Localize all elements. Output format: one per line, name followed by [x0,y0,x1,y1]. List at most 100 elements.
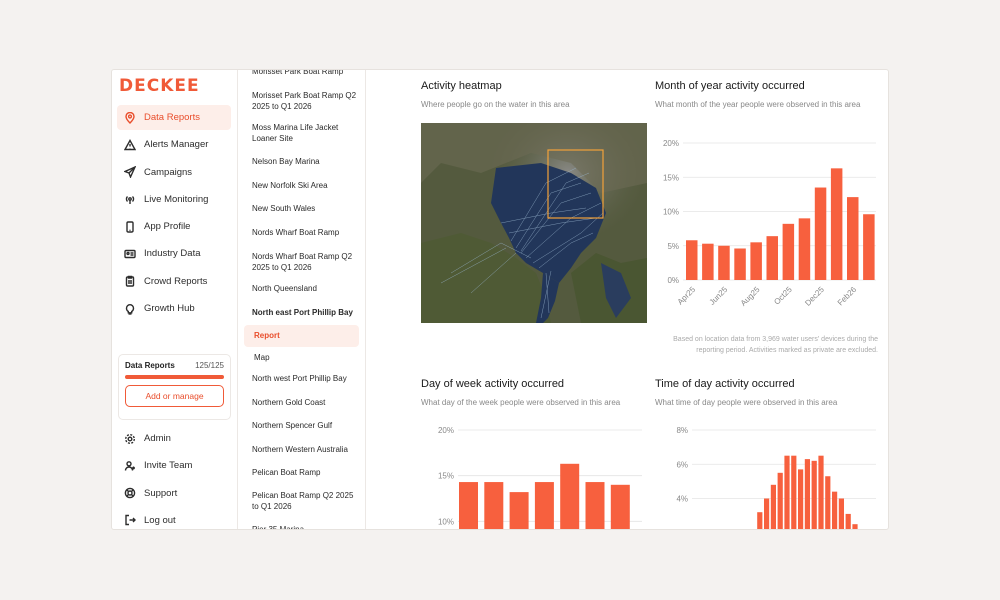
location-list-item[interactable]: Northern Spencer Gulf [252,421,333,430]
location-list-item[interactable]: Nords Wharf Boat Ramp [252,228,340,237]
quota-progress-bar [125,375,224,379]
deckee-logo[interactable]: DECKEE [119,76,200,96]
add-or-manage-button[interactable]: Add or manage [125,385,224,407]
nav-item-label: Live Monitoring [144,193,209,205]
location-list-item[interactable]: New South Wales [252,204,316,213]
month-bar-Aug25 [750,242,762,280]
nav-item-support[interactable]: Support [117,481,231,506]
location-list-item[interactable]: Pelican Boat Ramp [252,468,321,477]
time-bar-10 [764,498,770,529]
month-y-tick-label: 10% [663,208,679,217]
month-bar-Mar26 [863,214,875,280]
time-bar-12 [777,472,783,529]
location-subitem-report[interactable]: Report [244,325,359,347]
time-y-tick-label: 6% [676,460,688,469]
map-pin-icon [124,111,136,124]
nav-item-campaigns[interactable]: Campaigns [117,160,231,185]
lightbulb-icon [124,303,136,315]
location-list-item[interactable]: New Norfolk Ski Area [252,181,328,190]
week-bar-Thu [534,482,554,529]
heatmap-satellite-image [421,123,647,323]
nav-item-live-monitoring[interactable]: Live Monitoring [117,187,231,212]
nav-item-label: Support [144,487,178,499]
month-y-tick-label: 20% [663,139,679,148]
time-y-tick-label: 8% [676,426,688,435]
month-chart-title: Month of year activity occurred [655,80,805,92]
nav-item-label: Industry Data [144,248,201,260]
week-y-tick-label: 20% [438,426,454,435]
location-list-item[interactable]: Nords Wharf Boat Ramp Q2 2025 to Q1 2026 [252,252,353,272]
month-bar-Apr25 [686,240,698,280]
time-bar-23 [852,524,858,529]
logout-icon [124,514,136,526]
nav-item-label: Log out [144,514,176,526]
location-list-item[interactable]: Morisset Park Boat Ramp Q2 2025 to Q1 20… [252,91,357,111]
week-bar-Sat [585,482,605,529]
location-list-item[interactable]: North Queensland [252,284,317,293]
week-bar-Tue [484,482,504,529]
nav-item-label: Admin [144,433,171,444]
time-bar-19 [825,476,831,529]
month-bar-Jul25 [734,248,746,280]
nav-item-industry-data[interactable]: Industry Data [117,241,231,266]
report-main: Activity heatmap Where people go on the … [376,70,888,529]
nav-item-invite-team[interactable]: Invite Team [117,453,231,478]
nav-item-label: Growth Hub [144,303,195,315]
activity-heatmap-map[interactable] [421,123,647,323]
send-icon [124,166,136,179]
location-list-item[interactable]: North west Port Phillip Bay [252,374,347,383]
nav-item-label: App Profile [144,221,191,233]
clipboard-icon [124,275,136,287]
nav-item-crowd-reports[interactable]: Crowd Reports [117,269,231,294]
month-y-tick-label: 15% [663,173,679,182]
month-bar-Oct25 [782,223,795,280]
month-bar-Jun25 [718,245,730,280]
app-window: DECKEE Data Reports Alerts Manager Campaig… [111,69,889,530]
month-bar-Dec25 [814,187,827,280]
broadcast-icon [124,193,136,205]
nav-item-log-out[interactable]: Log out [117,508,231,529]
nav-item-label: Crowd Reports [144,275,208,287]
month-bar-Nov25 [798,218,811,280]
week-y-tick-label: 10% [438,517,454,526]
data-footnote: Based on location data from 3,969 water … [673,336,878,354]
data-reports-quota: Data Reports 125/125 Add or manage [118,354,231,420]
gear-icon [124,433,136,445]
time-bar-17 [811,460,817,529]
nav-item-admin[interactable]: Admin [117,426,231,451]
location-list-item[interactable]: Morisset Park Boat Ramp [252,70,344,76]
time-chart-subtitle: What time of day people were observed in… [655,398,838,407]
time-bar-20 [832,491,838,529]
week-bar-Fri [560,463,580,529]
nav-item-label: Alerts Manager [144,139,209,151]
location-list[interactable]: Morisset Park Boat Ramp Morisset Park Boa… [239,70,366,529]
location-list-item[interactable]: North east Port Phillip Bay [252,308,353,317]
location-list-item[interactable]: Pier 35 Marina [252,525,360,529]
month-y-tick-label: 0% [667,276,679,285]
nav-item-growth-hub[interactable]: Growth Hub [117,296,231,321]
time-chart-title: Time of day activity occurred [655,378,795,390]
location-list-item[interactable]: Pelican Boat Ramp Q2 2025 to Q1 2026 [252,491,354,511]
location-list-item[interactable]: Nelson Bay Marina [252,157,320,166]
location-subitem-map[interactable]: Map [254,353,270,362]
time-bar-16 [804,459,810,529]
week-y-tick-label: 15% [438,472,454,481]
time-bar-14 [791,455,797,529]
time-bar-13 [784,455,790,529]
nav-item-alerts-manager[interactable]: Alerts Manager [117,132,231,157]
location-list-item[interactable]: Northern Western Australia [252,445,348,454]
location-list-item[interactable]: Moss Marina Life Jacket Loaner Site [252,123,339,143]
month-bar-chart: 0% 5% 10% 15% 20% Apr25 Jun25 Aug25 Oct25 Dec25 Fe… [438,139,876,529]
month-y-tick-label: 5% [667,242,679,251]
month-x-tick-label: Jun25 [708,285,730,307]
time-bar-18 [818,455,824,529]
nav-item-data-reports[interactable]: Data Reports [117,105,231,130]
support-icon [124,487,136,499]
nav-item-app-profile[interactable]: App Profile [117,214,231,239]
heatmap-subtitle: Where people go on the water in this are… [421,100,570,109]
time-bar-15 [798,469,804,529]
week-bar-Sun [610,484,630,529]
month-x-tick-label: Dec25 [803,285,826,308]
month-x-tick-label: Feb26 [836,285,859,308]
location-list-item[interactable]: Northern Gold Coast [252,398,326,407]
